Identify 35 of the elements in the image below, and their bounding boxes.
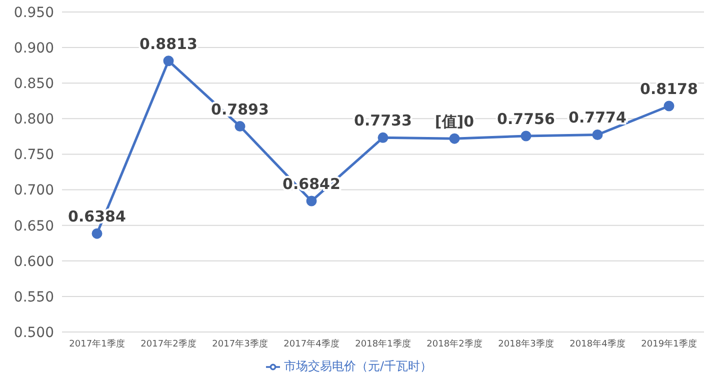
data-label: 0.8813 — [140, 34, 198, 53]
x-tick-label: 2018年2季度 — [426, 338, 482, 350]
y-tick-label: 0.900 — [14, 40, 54, 57]
data-label: 0.7733 — [354, 112, 412, 130]
data-label: 0.7774 — [568, 108, 626, 127]
point — [520, 130, 532, 142]
y-tick-label: 0.850 — [14, 76, 54, 92]
point — [378, 132, 388, 143]
x-tick-label: 2017年1季度 — [69, 338, 125, 350]
y-tick-label: 0.950 — [14, 4, 54, 21]
x-tick-label: 2017年2季度 — [140, 338, 196, 350]
x-tick-label: 2018年3季度 — [498, 338, 554, 350]
data-label: 0.7756 — [497, 110, 555, 128]
legend-label: 市场交易电价（元/千瓦时） — [284, 359, 432, 373]
y-tick-label: 0.700 — [14, 182, 54, 199]
point — [163, 56, 174, 66]
point — [306, 196, 317, 206]
y-tick-label: 0.550 — [14, 289, 54, 306]
point — [664, 100, 674, 112]
y-tick-label: 0.650 — [14, 218, 54, 234]
point — [92, 228, 102, 239]
y-tick-label: 0.600 — [14, 254, 54, 270]
point — [449, 133, 460, 144]
x-tick-label: 2017年4季度 — [284, 338, 340, 350]
x-tick-label: 2017年3季度 — [212, 338, 268, 350]
x-tick-label: 2018年4季度 — [570, 338, 626, 350]
y-tick-label: 0.750 — [14, 147, 54, 164]
x-tick-label: 2019年1季度 — [641, 338, 697, 350]
point — [234, 121, 246, 132]
point — [592, 129, 603, 140]
x-tick-label: 2018年1季度 — [355, 338, 411, 350]
y-tick-label: 0.500 — [14, 324, 54, 341]
annotation: [值]0 — [434, 112, 474, 131]
y-tick-label: 0.800 — [14, 112, 54, 128]
data-label: 0.8178 — [640, 80, 698, 98]
